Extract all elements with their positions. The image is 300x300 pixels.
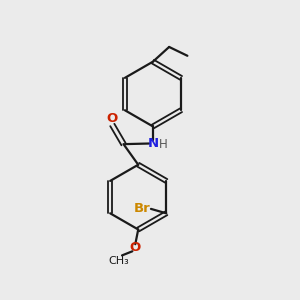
Text: O: O bbox=[130, 241, 141, 254]
Text: CH₃: CH₃ bbox=[109, 256, 130, 266]
Text: Br: Br bbox=[134, 202, 151, 215]
Text: H: H bbox=[159, 139, 168, 152]
Text: O: O bbox=[107, 112, 118, 125]
Text: N: N bbox=[147, 137, 158, 150]
